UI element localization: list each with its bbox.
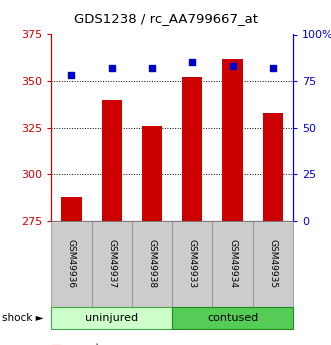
Bar [182,77,202,221]
Point [69,73,74,78]
Text: count: count [73,344,100,345]
Bar [102,100,122,221]
Point [149,65,155,71]
Text: GSM49938: GSM49938 [148,239,157,288]
Text: GSM49937: GSM49937 [107,239,116,288]
Bar [61,197,81,221]
Text: GDS1238 / rc_AA799667_at: GDS1238 / rc_AA799667_at [73,12,258,25]
Point [190,60,195,65]
Text: contused: contused [207,313,258,323]
Text: GSM49935: GSM49935 [268,239,277,288]
Bar [263,113,283,221]
Text: uninjured: uninjured [85,313,138,323]
Text: ■: ■ [51,344,62,345]
Point [270,65,275,71]
Text: GSM49934: GSM49934 [228,239,237,288]
Bar [142,126,162,221]
Bar [222,59,243,221]
Text: shock ►: shock ► [2,313,43,323]
Point [109,65,115,71]
Text: GSM49933: GSM49933 [188,239,197,288]
Point [230,63,235,69]
Text: GSM49936: GSM49936 [67,239,76,288]
